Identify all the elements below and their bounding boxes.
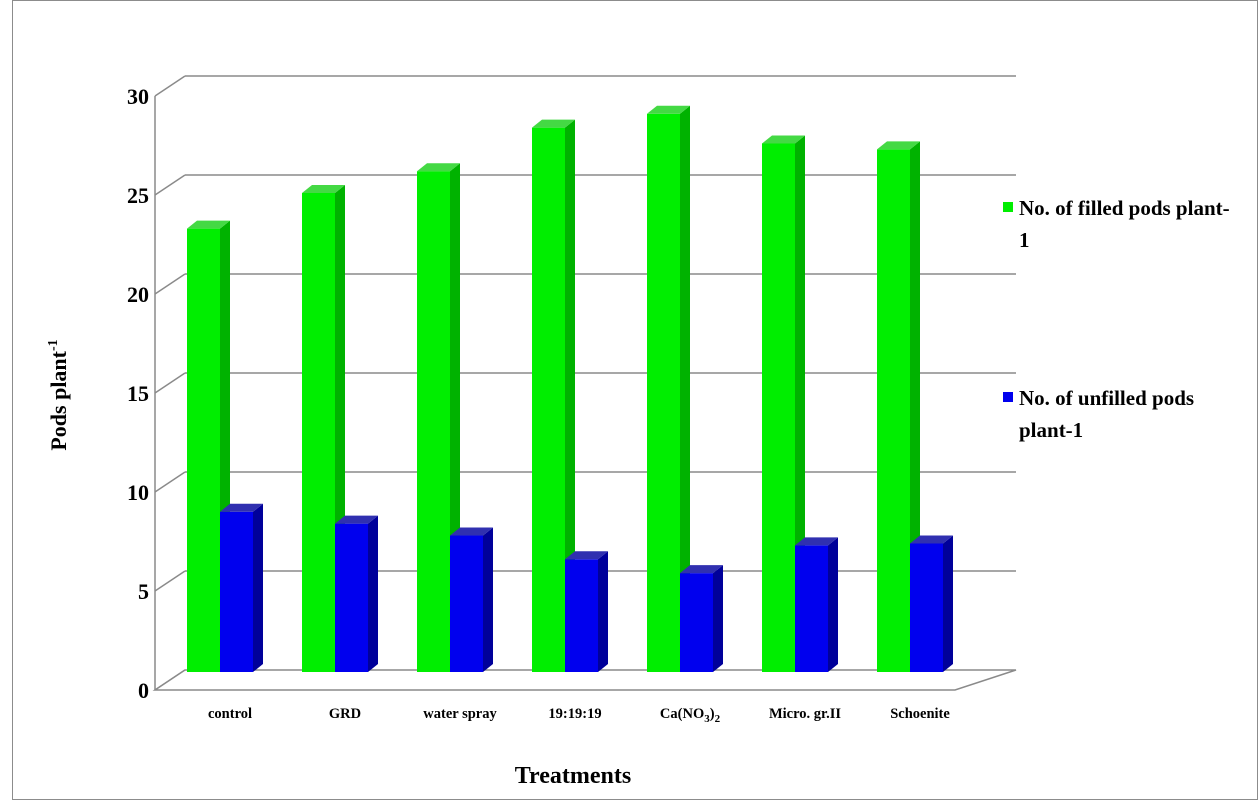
legend-swatch-filled (1003, 202, 1013, 212)
y-axis-title-text: Pods plant (46, 350, 71, 450)
y-tick-label: 15 (127, 381, 149, 406)
bar-filled (647, 105, 690, 672)
gridline-edge (154, 75, 186, 97)
bar-side (565, 119, 575, 672)
bar-unfilled (680, 565, 723, 672)
bar-top (877, 141, 920, 150)
bar-front (565, 559, 598, 672)
x-category-label: Micro. gr.II (769, 706, 841, 722)
legend-label-filled: No. of filled pods plant-1 (1019, 196, 1230, 252)
bars (187, 105, 953, 673)
bar-front (450, 535, 483, 672)
bar-top (417, 163, 460, 172)
legend-item-filled: No. of filled pods plant-1 (1003, 192, 1253, 256)
x-category-label: 19:19:19 (548, 706, 601, 722)
bar-filled (877, 141, 920, 673)
bar-top (220, 503, 263, 512)
bar-front (795, 545, 828, 672)
bar-front (417, 171, 450, 672)
y-ticks: 0 5 10 15 20 25 30 (127, 84, 149, 703)
y-axis-title: Pods plant-1 (46, 339, 71, 450)
bar-side (483, 527, 493, 672)
y-tick-label: 10 (127, 480, 149, 505)
bar-top (795, 537, 838, 546)
bar-top (680, 565, 723, 574)
bar-top (565, 551, 608, 560)
x-category-labels: control GRD water spray 19:19:19 Ca(NO3)2 Mic… (208, 706, 950, 725)
bar-unfilled (910, 535, 953, 672)
bar-side (795, 135, 805, 673)
gridline-edge (154, 372, 186, 394)
chart-floor (152, 669, 1017, 691)
gridline-edge (154, 273, 186, 295)
bar-unfilled (565, 551, 608, 672)
bar-front (647, 113, 680, 672)
x-category-label: Schoenite (890, 706, 950, 722)
bar-top (450, 527, 493, 536)
bar-side (680, 105, 690, 672)
bar-front (220, 511, 253, 672)
bar-filled (762, 135, 805, 673)
y-tick-label: 25 (127, 183, 149, 208)
bar-filled (532, 119, 575, 672)
legend-item-unfilled: No. of unfilled pods plant-1 (1003, 382, 1253, 446)
bar-front (762, 143, 795, 673)
x-category-label: control (208, 706, 252, 722)
gridline-edge (154, 174, 186, 196)
bar-top (187, 220, 230, 229)
bar-unfilled (335, 515, 378, 672)
x-axis-title: Treatments (515, 763, 631, 788)
x-category-label: water spray (423, 706, 497, 722)
bar-filled (187, 220, 230, 672)
bar-front (335, 523, 368, 672)
bar-side (253, 503, 263, 672)
bar-top (762, 135, 805, 144)
bar-top (647, 105, 690, 114)
y-tick-label: 0 (138, 678, 149, 703)
legend-swatch-unfilled (1003, 392, 1013, 402)
y-tick-label: 30 (127, 84, 149, 109)
bar-front (302, 192, 335, 673)
bar-side (943, 535, 953, 672)
y-tick-label: 5 (138, 579, 149, 604)
bar-side (368, 515, 378, 672)
bar-front (532, 127, 565, 672)
bar-top (910, 535, 953, 544)
bar-front (910, 543, 943, 672)
x-category-label: Ca(NO3)2 (660, 706, 721, 725)
gridline-edge (154, 471, 186, 493)
y-axis-title-superscript: -1 (46, 339, 61, 351)
legend-label-unfilled: No. of unfilled pods plant-1 (1019, 386, 1195, 442)
gridline-edge (154, 570, 186, 592)
bar-top (532, 119, 575, 128)
bar-side (598, 551, 608, 672)
bar-top (335, 515, 378, 524)
y-tick-label: 20 (127, 282, 149, 307)
x-category-label: GRD (329, 706, 361, 722)
bar-side (713, 565, 723, 672)
bar-front (187, 228, 220, 672)
bar-unfilled (450, 527, 493, 672)
bar-unfilled (795, 537, 838, 672)
bar-top (302, 184, 345, 193)
bar-side (828, 537, 838, 672)
bar-unfilled (220, 503, 263, 672)
bar-front (680, 573, 713, 672)
bar-front (877, 149, 910, 673)
